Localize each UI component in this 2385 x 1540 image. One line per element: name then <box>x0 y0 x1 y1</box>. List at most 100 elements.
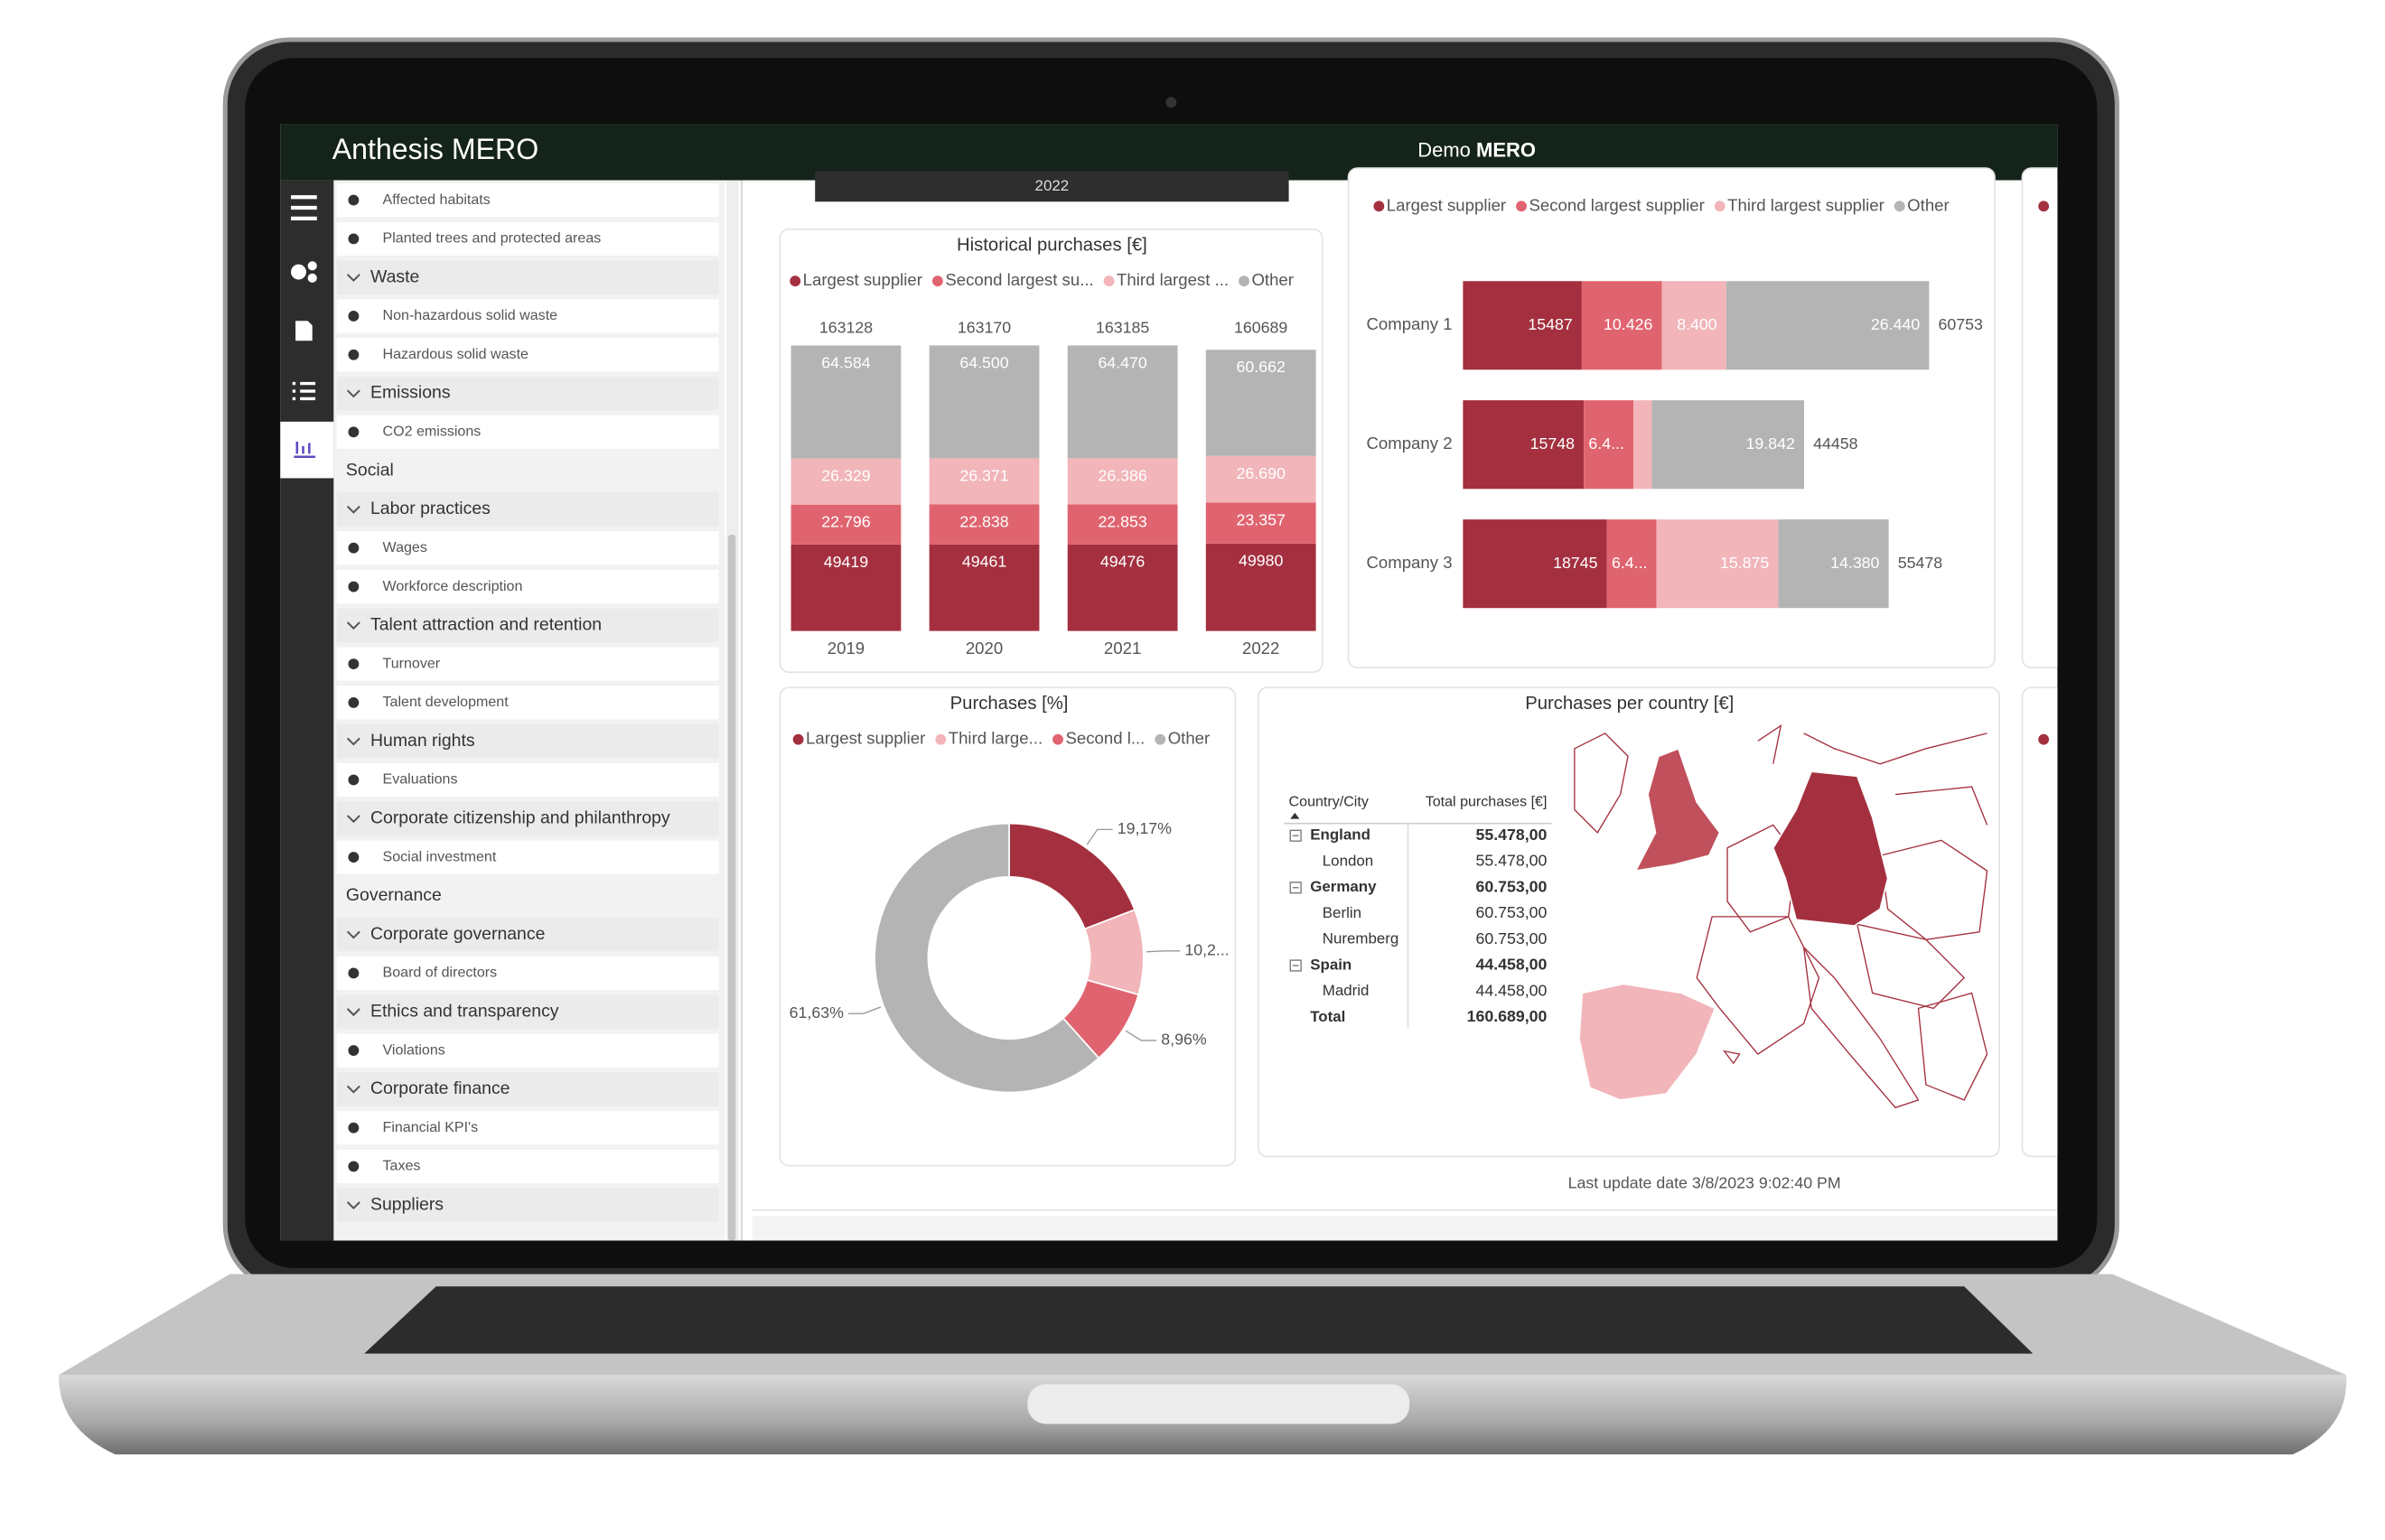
nav-row[interactable] <box>336 415 719 449</box>
nav-group[interactable]: Talent attraction and retention <box>370 614 602 634</box>
legend-dot <box>1103 275 1115 287</box>
nav-group[interactable]: Corporate citizenship and philanthropy <box>370 807 670 827</box>
nav-row[interactable] <box>336 531 719 565</box>
nav-row[interactable] <box>336 724 719 759</box>
y-tick-label: Company 3 <box>1366 553 1452 572</box>
nav-item[interactable]: Affected habitats <box>383 191 491 208</box>
nav-item[interactable]: Violations <box>383 1041 445 1058</box>
expander[interactable] <box>1289 882 1302 894</box>
bullet <box>348 696 360 708</box>
nav-group[interactable]: Human rights <box>370 731 475 751</box>
leader-line <box>1146 950 1181 953</box>
checklist-icon[interactable] <box>292 381 316 401</box>
nav-row[interactable] <box>336 1072 719 1106</box>
chart-title: Purchases [%] <box>950 694 1069 714</box>
legend-label: Third largest supplier <box>1727 195 1885 214</box>
legend-label: Largest supplier <box>1387 195 1506 214</box>
chevron <box>346 930 360 939</box>
value-label: 6.4... <box>1612 554 1647 572</box>
nav-row[interactable] <box>336 647 719 681</box>
bar-segment <box>790 458 902 505</box>
value-label: 15.875 <box>1720 554 1769 572</box>
nav-row[interactable] <box>336 376 719 411</box>
nav-row[interactable] <box>336 1111 719 1145</box>
nav-row[interactable] <box>336 840 719 874</box>
nav-group[interactable]: Ethics and transparency <box>370 1001 559 1021</box>
legend-dot <box>1052 733 1063 745</box>
nav-item[interactable]: Taxes <box>383 1158 421 1174</box>
table-cell: 60.753,00 <box>1475 929 1547 947</box>
nav-item[interactable]: Hazardous solid waste <box>383 346 529 362</box>
expander[interactable] <box>1289 829 1302 842</box>
nav-item[interactable]: Evaluations <box>383 771 458 788</box>
top-chart-bar <box>815 171 1289 202</box>
nav-row[interactable] <box>336 762 719 798</box>
active-nav[interactable] <box>280 421 334 479</box>
nav-row[interactable] <box>336 260 719 294</box>
nav-row[interactable] <box>336 338 719 372</box>
nav-row[interactable] <box>336 994 719 1029</box>
nav-item[interactable]: Workforce description <box>383 578 523 594</box>
nav-row[interactable] <box>336 608 719 642</box>
value-label: 61,63% <box>790 1003 844 1022</box>
expander[interactable] <box>1289 959 1302 972</box>
value-label: 10.426 <box>1604 315 1652 333</box>
nav-row[interactable] <box>336 801 719 835</box>
map-england <box>1634 747 1721 873</box>
nav-row[interactable] <box>336 956 719 991</box>
nav-row[interactable] <box>336 569 719 604</box>
nav-row[interactable] <box>336 1188 719 1222</box>
nav-group[interactable]: Suppliers <box>370 1194 444 1214</box>
nav-row[interactable] <box>336 1149 719 1184</box>
table-cell: Berlin <box>1323 904 1361 921</box>
value-label: 64.500 <box>959 353 1008 371</box>
legend-dot <box>935 733 947 745</box>
legend-dot <box>792 733 804 745</box>
nav-row[interactable] <box>336 1033 719 1068</box>
nav-group[interactable]: Emissions <box>370 383 451 403</box>
legend-label: Largest supplier <box>803 270 922 289</box>
nav-item[interactable]: Board of directors <box>383 965 498 981</box>
legend-dot <box>2038 201 2050 212</box>
nav-group[interactable]: Corporate governance <box>370 924 545 944</box>
bar-segment <box>1651 400 1804 490</box>
nav-row[interactable] <box>336 686 719 720</box>
scroll-thumb[interactable] <box>727 535 736 1241</box>
nav-row[interactable] <box>336 221 719 256</box>
nav-item[interactable]: Financial KPI's <box>383 1119 479 1135</box>
value-label: 18745 <box>1553 554 1597 572</box>
nav-row[interactable] <box>336 299 719 333</box>
bullet <box>348 1045 360 1056</box>
nav-item[interactable]: CO2 emissions <box>383 424 482 440</box>
document-icon[interactable] <box>295 321 313 341</box>
nav-row[interactable] <box>336 182 719 218</box>
nav-row[interactable] <box>336 918 719 952</box>
nav-section[interactable]: Social <box>346 460 394 480</box>
nav-item[interactable]: Wages <box>383 539 427 555</box>
legend-dot <box>1155 733 1166 745</box>
bar-segment <box>1205 350 1316 456</box>
table-cell: Spain <box>1310 956 1352 973</box>
card <box>2021 686 2058 1158</box>
card <box>2021 167 2058 669</box>
settings-icon[interactable] <box>291 261 317 283</box>
nav-group[interactable]: Labor practices <box>370 499 491 518</box>
nav-item[interactable]: Non-hazardous solid waste <box>383 307 558 323</box>
nav-item[interactable]: Social investment <box>383 848 497 864</box>
nav-section[interactable]: Governance <box>346 885 442 905</box>
nav-row[interactable] <box>336 492 719 527</box>
nav-group[interactable]: Waste <box>370 266 419 286</box>
bullet <box>348 774 360 786</box>
menu-icon[interactable] <box>291 195 317 220</box>
nav-item[interactable]: Planted trees and protected areas <box>383 230 602 247</box>
keyboard <box>364 1286 2034 1354</box>
total-label: 55478 <box>1898 554 1942 572</box>
value-label: 22.838 <box>959 512 1008 530</box>
camera <box>1165 97 1177 108</box>
leader-line <box>847 1006 882 1014</box>
value-label: 26.329 <box>821 467 870 485</box>
chevron <box>346 1201 360 1210</box>
nav-item[interactable]: Talent development <box>383 694 510 710</box>
nav-group[interactable]: Corporate finance <box>370 1078 510 1098</box>
nav-item[interactable]: Turnover <box>383 655 441 671</box>
